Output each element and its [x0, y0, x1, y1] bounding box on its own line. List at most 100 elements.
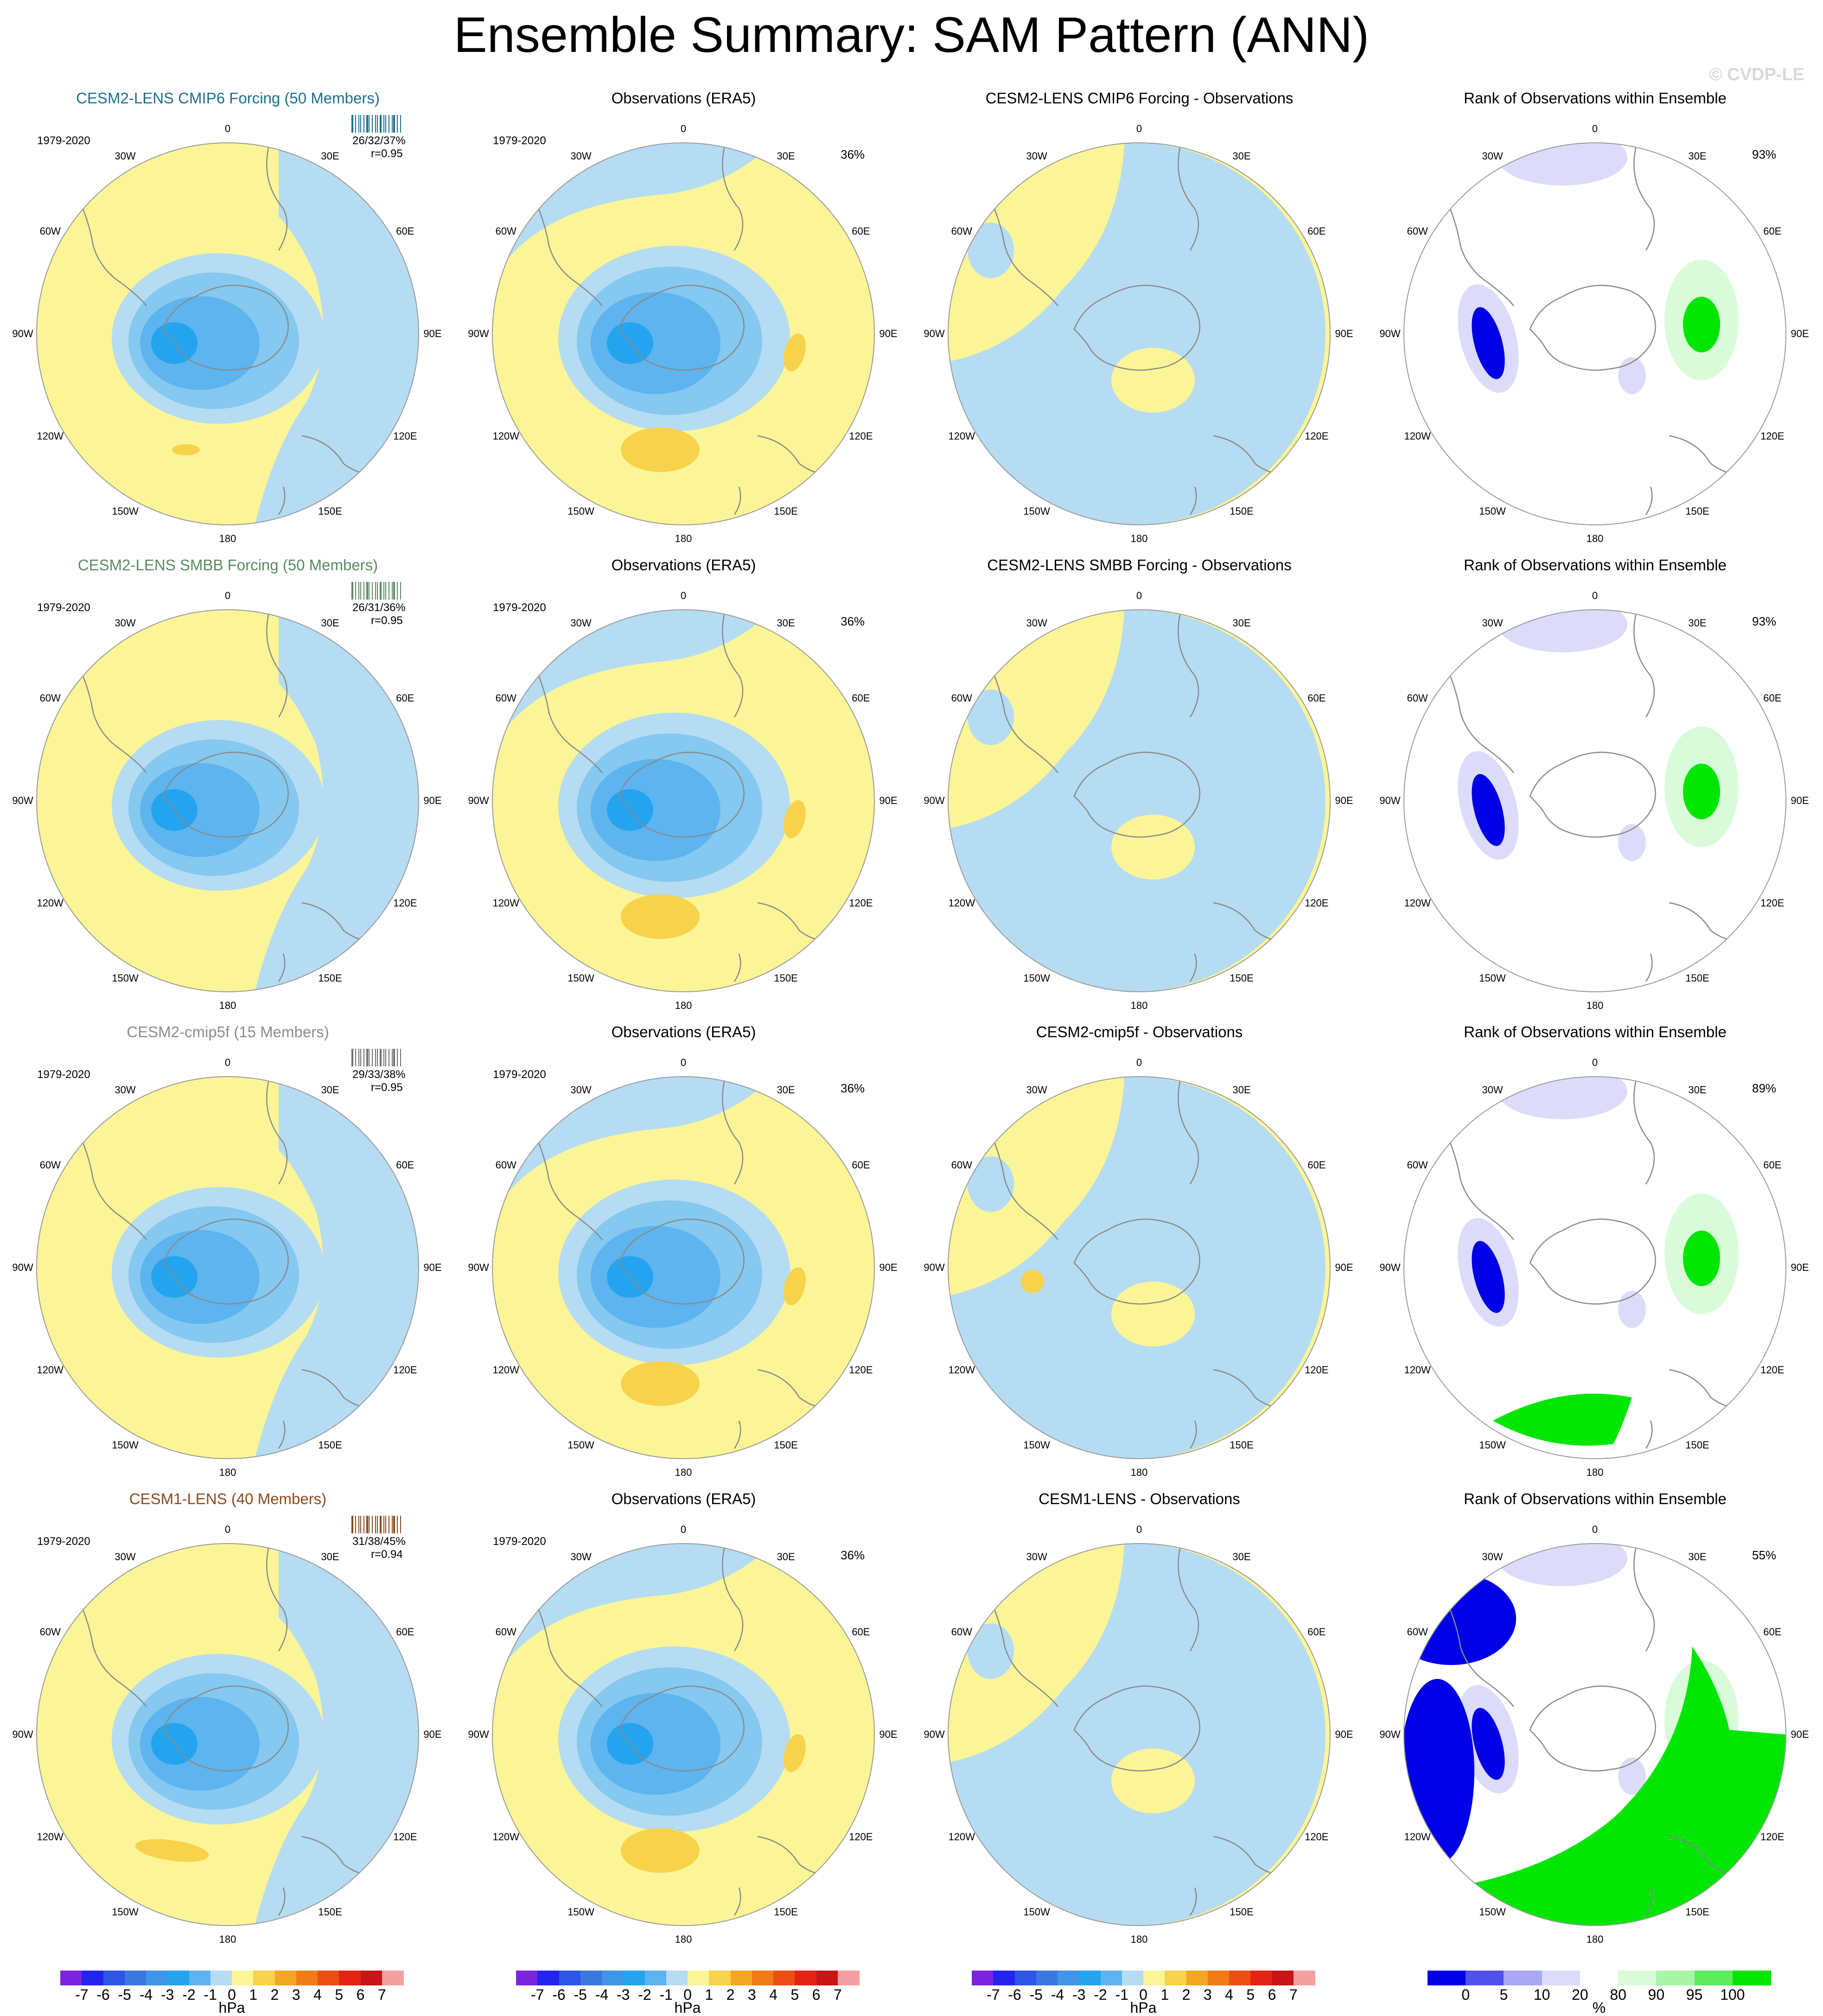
- colorbar-swatch: [1079, 1971, 1101, 1985]
- colorbar-swatch: [382, 1971, 404, 1985]
- south-america-coastline: [74, 1590, 147, 1707]
- panel-title: Rank of Observations within Ensemble: [1464, 556, 1727, 574]
- colorbar-swatch: [795, 1971, 817, 1985]
- antarctica-coastline: [1529, 752, 1656, 838]
- lon-label: 150E: [1685, 505, 1709, 517]
- colorbar-tick-label: 5: [335, 1986, 344, 2003]
- lon-label: 30E: [777, 1084, 795, 1096]
- variance-percent: 36%: [841, 1081, 865, 1095]
- lon-label: 30E: [321, 1551, 339, 1563]
- panel-rank-row4: Rank of Observations within Ensemble 0 30E…: [1367, 1489, 1823, 1957]
- ensemble-tick-strip: [351, 582, 401, 600]
- lon-label: 180: [675, 1000, 692, 1011]
- africa-coastline: [722, 1077, 744, 1185]
- lon-label: 150W: [1023, 972, 1050, 984]
- lon-label: 0: [224, 123, 231, 134]
- colorbar-tick-label: -4: [1051, 1986, 1064, 2003]
- polar-map: [948, 142, 1331, 525]
- colorbar-swatch: [1272, 1971, 1294, 1985]
- lon-label: 90E: [423, 328, 442, 339]
- panel-title: CESM2-cmip5f - Observations: [1036, 1023, 1243, 1040]
- africa-coastline: [1633, 1077, 1655, 1185]
- colorbar-tick-label: 5: [1499, 1986, 1508, 2003]
- panel-title: CESM1-LENS (40 Members): [129, 1490, 327, 1507]
- colorbar-tick-label: 10: [1533, 1986, 1550, 2003]
- negative-contour-3: [591, 759, 720, 861]
- polar-map: [1403, 1076, 1786, 1459]
- positive-region: [1111, 1748, 1195, 1813]
- lon-label: 120W: [1404, 1831, 1431, 1843]
- polar-map: [36, 582, 419, 992]
- lon-label: 30W: [1026, 150, 1047, 162]
- colorbar-swatch: [232, 1971, 254, 1985]
- lon-label: 60W: [1407, 225, 1428, 237]
- lon-label: 120E: [1305, 1364, 1329, 1376]
- lon-label: 150W: [567, 972, 594, 984]
- lon-label: 150E: [774, 505, 798, 517]
- lon-label: 120E: [849, 430, 873, 442]
- lon-label: 30W: [1026, 617, 1047, 629]
- panel-rank-row1: Rank of Observations within Ensemble 0 30E…: [1367, 88, 1823, 556]
- colorbar-swatch: [1618, 1971, 1657, 1985]
- lon-label: 120E: [393, 430, 417, 442]
- map-fill: [37, 610, 419, 992]
- lon-label: 60W: [1407, 1159, 1428, 1171]
- antarctica-coastline: [162, 752, 289, 838]
- lon-label: 60E: [852, 1159, 870, 1171]
- south-america-coastline: [1441, 657, 1514, 773]
- lon-label: 120E: [1760, 1364, 1785, 1376]
- antarctica-coastline: [618, 1685, 745, 1772]
- negative-contour-3: [591, 1226, 720, 1328]
- colorbar-tick-label: 0: [228, 1986, 236, 2003]
- lon-label: 60E: [1307, 1626, 1326, 1638]
- antarctica-coastline: [1529, 1219, 1656, 1305]
- lon-label: 90W: [1379, 1729, 1401, 1740]
- lon-label: 150W: [112, 972, 139, 984]
- panel-title: Observations (ERA5): [611, 1490, 756, 1507]
- rank-highest-region-2: [1474, 1646, 1786, 1926]
- colorbar-tick-label: -1: [659, 1986, 673, 2003]
- colorbar-hpa-1: -7 -6 -5 -4 -3 -2 -1 0 1 2 3 4 5 6 7 hPa: [60, 1971, 404, 2016]
- lon-label: 60W: [39, 1626, 61, 1638]
- map-fill: [948, 1544, 1330, 1926]
- lon-label: 90W: [468, 328, 489, 339]
- lon-label: 180: [1586, 1933, 1604, 1945]
- colorbar-swatch: [644, 1971, 667, 1985]
- colorbar-tick-label: 95: [1686, 1986, 1703, 2003]
- colorbar-tick-label: 3: [292, 1986, 300, 2003]
- lon-label: 150W: [1479, 1906, 1506, 1918]
- lon-label: 120E: [1760, 1831, 1785, 1843]
- colorbar-tick-label: 100: [1720, 1986, 1745, 2003]
- colorbar-tick-label: -2: [1094, 1986, 1107, 2003]
- map-fill: [37, 1077, 419, 1459]
- colorbar-tick-label: -5: [574, 1986, 587, 2003]
- lon-label: 120W: [37, 430, 64, 442]
- lon-label: 150W: [567, 1439, 594, 1451]
- map-border: [948, 142, 1331, 525]
- colorbar-swatch: [559, 1971, 581, 1985]
- map-border: [948, 1076, 1331, 1459]
- rank-highest-region-2: [1493, 1393, 1632, 1446]
- colorbar-swatch: [709, 1971, 731, 1985]
- negative-contour-3: [591, 292, 720, 394]
- lon-label: 90W: [924, 1729, 945, 1740]
- positive-region-2: [1021, 1270, 1044, 1293]
- map-border: [492, 1076, 875, 1459]
- map-fill: [492, 1077, 874, 1459]
- map-fill: [492, 143, 874, 525]
- map-fill: [492, 610, 874, 992]
- africa-coastline: [1178, 610, 1199, 718]
- antarctica-coastline: [1073, 1219, 1200, 1305]
- lon-label: 180: [219, 1467, 236, 1478]
- africa-coastline: [1178, 143, 1199, 251]
- colorbar-unit: hPa: [674, 1999, 701, 2016]
- positive-contour-1: [784, 1267, 806, 1305]
- colorbar-tick-label: -7: [987, 1986, 1000, 2003]
- colorbar-tick-label: -7: [531, 1986, 544, 2003]
- africa-coastline: [1633, 1544, 1655, 1652]
- south-america-coastline: [1441, 1590, 1514, 1707]
- negative-band: [507, 610, 790, 727]
- polar-map: [948, 609, 1331, 992]
- colorbar-swatch: [339, 1971, 361, 1985]
- panel-diff-row2: CESM2-LENS SMBB Forcing - Observations 0 3…: [912, 555, 1367, 1023]
